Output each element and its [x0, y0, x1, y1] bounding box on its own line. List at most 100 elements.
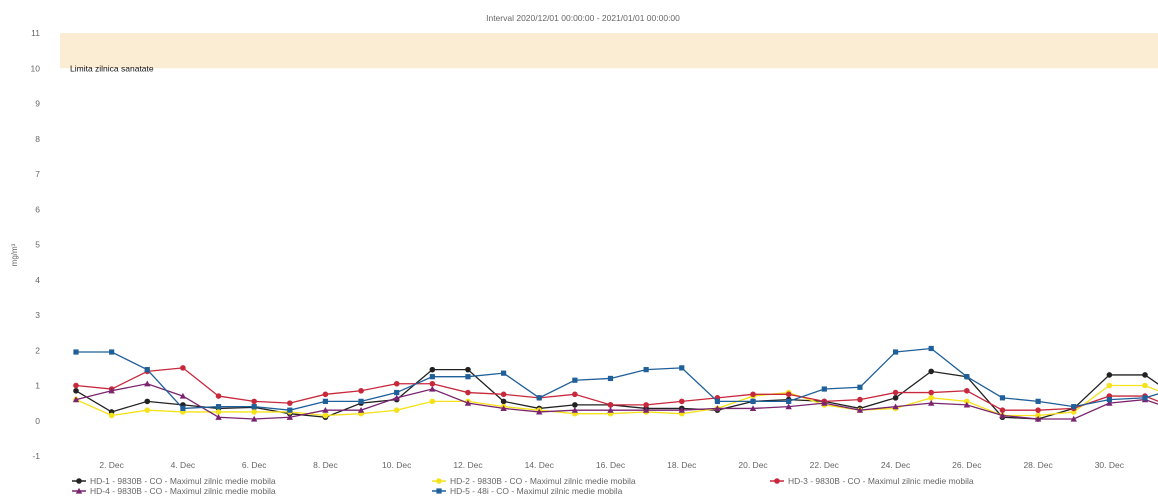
legend-label: HD-1 - 9830B - CO - Maximul zilnic medie…	[90, 476, 276, 486]
data-point	[358, 398, 364, 404]
data-point	[536, 408, 543, 415]
data-point	[322, 398, 329, 404]
limit-band	[60, 33, 1158, 69]
legend-item[interactable]: HD-5 - 48i - CO - Maximul zilnic medie m…	[432, 486, 623, 496]
data-point	[144, 398, 151, 405]
legend-marker	[76, 478, 82, 484]
data-point	[572, 391, 578, 398]
data-point	[536, 395, 542, 401]
data-point	[215, 414, 222, 420]
x-tick-label: 12. Dec	[453, 460, 483, 470]
data-point	[892, 349, 899, 355]
x-tick-label: 14. Dec	[525, 460, 555, 470]
x-tick-label: 22. Dec	[810, 460, 840, 470]
data-point	[1106, 372, 1113, 378]
data-point	[108, 412, 115, 419]
data-point	[393, 394, 400, 401]
y-tick-label: -1	[32, 451, 40, 461]
data-point	[750, 398, 756, 404]
x-tick-label: 6. Dec	[242, 460, 267, 470]
data-point	[108, 387, 115, 394]
data-point	[571, 406, 579, 413]
y-tick-label: 10	[31, 63, 41, 73]
data-point	[607, 402, 614, 408]
data-point	[429, 374, 435, 380]
data-point	[144, 380, 151, 387]
legend-item[interactable]: HD-1 - 9830B - CO - Maximul zilnic medie…	[72, 476, 276, 486]
x-tick-label: 26. Dec	[952, 460, 982, 470]
data-point	[73, 387, 79, 394]
data-point	[109, 349, 115, 355]
data-point	[963, 401, 971, 408]
data-point	[928, 389, 934, 396]
y-tick-label: 7	[35, 169, 40, 179]
data-point	[1106, 397, 1112, 403]
y-tick-label: 1	[35, 381, 40, 391]
data-point	[465, 374, 471, 380]
data-point	[607, 375, 614, 382]
data-point	[72, 396, 80, 403]
data-point	[429, 398, 436, 405]
series-line	[75, 367, 1158, 411]
data-point	[964, 374, 970, 380]
legend-label: HD-5 - 48i - CO - Maximul zilnic medie m…	[450, 486, 623, 496]
data-point	[1035, 407, 1041, 413]
data-point	[144, 407, 151, 413]
data-point	[215, 409, 222, 415]
y-tick-label: 3	[35, 310, 40, 320]
legend-marker	[436, 488, 442, 494]
data-point	[856, 406, 864, 413]
data-point	[286, 414, 293, 420]
data-point	[393, 407, 400, 413]
legend-label: HD-3 - 9830B - CO - Maximul zilnic medie…	[788, 476, 974, 486]
data-point	[1070, 415, 1077, 422]
legend-item[interactable]: HD-3 - 9830B - CO - Maximul zilnic medie…	[770, 476, 974, 486]
data-point	[1142, 372, 1148, 378]
legend-item[interactable]: HD-4 - 9830B - CO - Maximul zilnic medie…	[72, 486, 276, 496]
legend[interactable]: HD-1 - 9830B - CO - Maximul zilnic medie…	[72, 476, 974, 496]
y-tick-label: 8	[35, 134, 40, 144]
data-point	[500, 405, 507, 412]
data-point	[928, 395, 934, 401]
x-tick-label: 28. Dec	[1023, 460, 1053, 470]
x-tick-label: 10. Dec	[382, 460, 412, 470]
data-point	[749, 405, 757, 412]
legend-marker	[436, 478, 442, 484]
x-tick-label: 16. Dec	[596, 460, 626, 470]
data-point	[1106, 399, 1113, 406]
series-line	[75, 383, 1158, 420]
legend-marker	[774, 478, 780, 484]
data-point	[857, 384, 863, 390]
data-point	[1034, 415, 1042, 422]
data-point	[465, 389, 471, 396]
data-point	[928, 345, 934, 352]
limit-band-label: Limita zilnica sanatate	[70, 63, 154, 73]
data-point	[964, 387, 970, 394]
data-point	[429, 366, 436, 373]
data-point	[643, 367, 649, 373]
data-point	[1142, 395, 1148, 401]
x-tick-label: 4. Dec	[171, 460, 196, 470]
data-point	[572, 402, 578, 408]
data-point	[572, 377, 578, 383]
data-point	[180, 405, 186, 412]
data-point	[928, 368, 934, 375]
data-point	[464, 399, 472, 406]
data-point	[679, 365, 685, 371]
series-group	[72, 345, 1158, 422]
legend-item[interactable]: HD-2 - 9830B - CO - Maximul zilnic medie…	[432, 476, 636, 486]
x-tick-label: 24. Dec	[881, 460, 911, 470]
data-point	[821, 399, 828, 406]
data-point	[1035, 412, 1041, 419]
series-4	[72, 380, 1158, 422]
x-tick-label: 2. Dec	[99, 460, 124, 470]
data-point	[394, 389, 400, 396]
legend-label: HD-2 - 9830B - CO - Maximul zilnic medie…	[450, 476, 636, 486]
y-tick-label: 6	[35, 204, 40, 214]
y-tick-label: 11	[31, 28, 40, 38]
data-point	[785, 403, 792, 410]
data-point	[358, 387, 364, 394]
data-point	[785, 391, 792, 398]
data-point	[322, 391, 329, 398]
